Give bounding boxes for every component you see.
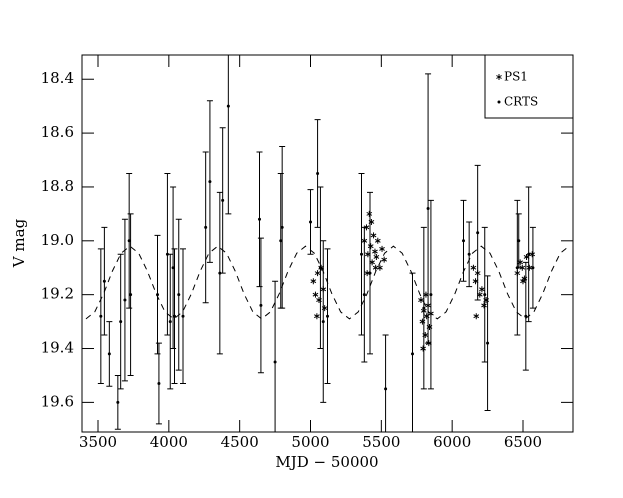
crts-point: [527, 252, 531, 256]
crts-point: [157, 382, 161, 386]
ps1-point: [529, 251, 536, 258]
x-tick-label: 5500: [362, 433, 400, 451]
crts-point: [273, 360, 277, 364]
ps1-point: [370, 232, 377, 239]
crts-point: [177, 293, 181, 297]
crts-point: [483, 293, 487, 297]
crts-point: [127, 239, 131, 243]
ps1-point: [420, 345, 426, 352]
y-axis-label: V mag: [10, 218, 28, 268]
y-tick-label: 19.6: [41, 392, 74, 410]
crts-point: [226, 104, 230, 108]
plot-frame: [81, 54, 574, 433]
model-curve: [85, 245, 570, 320]
crts-point: [467, 252, 471, 256]
crts-point: [461, 239, 465, 243]
ps1-point: [526, 264, 533, 271]
crts-point: [476, 231, 480, 235]
x-axis-label: MJD − 50000: [275, 453, 378, 471]
crts-point: [359, 252, 363, 256]
y-tick-label: 19.4: [41, 339, 74, 357]
crts-point: [171, 266, 175, 270]
crts-point: [326, 314, 329, 318]
crts-point: [321, 320, 325, 324]
ps1-point: [314, 270, 321, 277]
y-tick-label: 19.0: [41, 231, 74, 249]
y-tick-label: 18.8: [41, 177, 74, 195]
ps1-point: [520, 278, 526, 285]
x-tick-label: 6000: [433, 433, 471, 451]
legend-label: CRTS: [504, 95, 538, 109]
crts-point: [316, 171, 320, 175]
ps1-point: [470, 264, 477, 271]
legend-box: [484, 54, 574, 119]
ps1-point: [374, 237, 381, 244]
crts-point: [168, 320, 172, 324]
crts-point: [119, 320, 123, 324]
ps1-point: [473, 313, 480, 320]
crts-point: [426, 206, 430, 210]
x-tick-label: 3500: [79, 433, 117, 451]
ps1-point: [367, 243, 374, 250]
ps1-point: [418, 297, 424, 304]
ps1-point: [481, 302, 487, 309]
crts-point: [422, 306, 426, 310]
ps1-point: [312, 291, 319, 298]
ps1-point: [314, 313, 320, 320]
ps1-point: [310, 278, 317, 285]
crts-point: [531, 266, 535, 270]
legend-label: PS1: [504, 70, 528, 84]
legend-marker: [496, 74, 502, 80]
x-tick-label: 6500: [504, 433, 542, 451]
crts-point: [279, 239, 283, 243]
ps1-point: [372, 264, 379, 271]
crts-point: [309, 220, 313, 224]
crts-point: [116, 400, 120, 404]
crts-point: [129, 293, 133, 297]
crts-point: [318, 266, 322, 270]
crts-point: [362, 293, 366, 297]
crts-point: [208, 180, 212, 184]
x-tick-label: 5000: [291, 433, 329, 451]
ps1-point: [519, 264, 526, 271]
crts-point: [410, 352, 414, 356]
crts-point: [280, 225, 284, 229]
y-tick-label: 18.6: [41, 123, 74, 141]
ps1-point: [366, 210, 373, 217]
y-tick-label: 19.2: [41, 285, 74, 303]
crts-point: [384, 387, 388, 391]
crts-point: [99, 314, 103, 318]
plot-area: [85, 55, 570, 432]
crts-point: [368, 271, 372, 275]
ps1-point: [373, 253, 380, 260]
ps1-point: [379, 245, 385, 252]
crts-point: [181, 314, 185, 318]
crts-point: [221, 198, 225, 202]
ps1-point: [377, 264, 383, 271]
crts-point: [429, 293, 433, 297]
x-tick-label: 4500: [221, 433, 259, 451]
ps1-point: [372, 248, 378, 255]
y-tick-label: 18.4: [41, 69, 74, 87]
x-tick-label: 4000: [150, 433, 188, 451]
ps1-point: [479, 286, 485, 293]
crts-point: [259, 303, 263, 307]
ps1-point: [381, 256, 388, 263]
crts-point: [102, 279, 106, 283]
legend-marker: [497, 100, 501, 104]
crts-point: [524, 314, 528, 318]
crts-point: [486, 341, 490, 345]
crts-point: [517, 239, 521, 243]
crts-point: [258, 217, 262, 221]
crts-point: [173, 314, 177, 318]
crts-point: [204, 225, 208, 229]
crts-point: [107, 352, 111, 356]
crts-point: [123, 298, 127, 302]
